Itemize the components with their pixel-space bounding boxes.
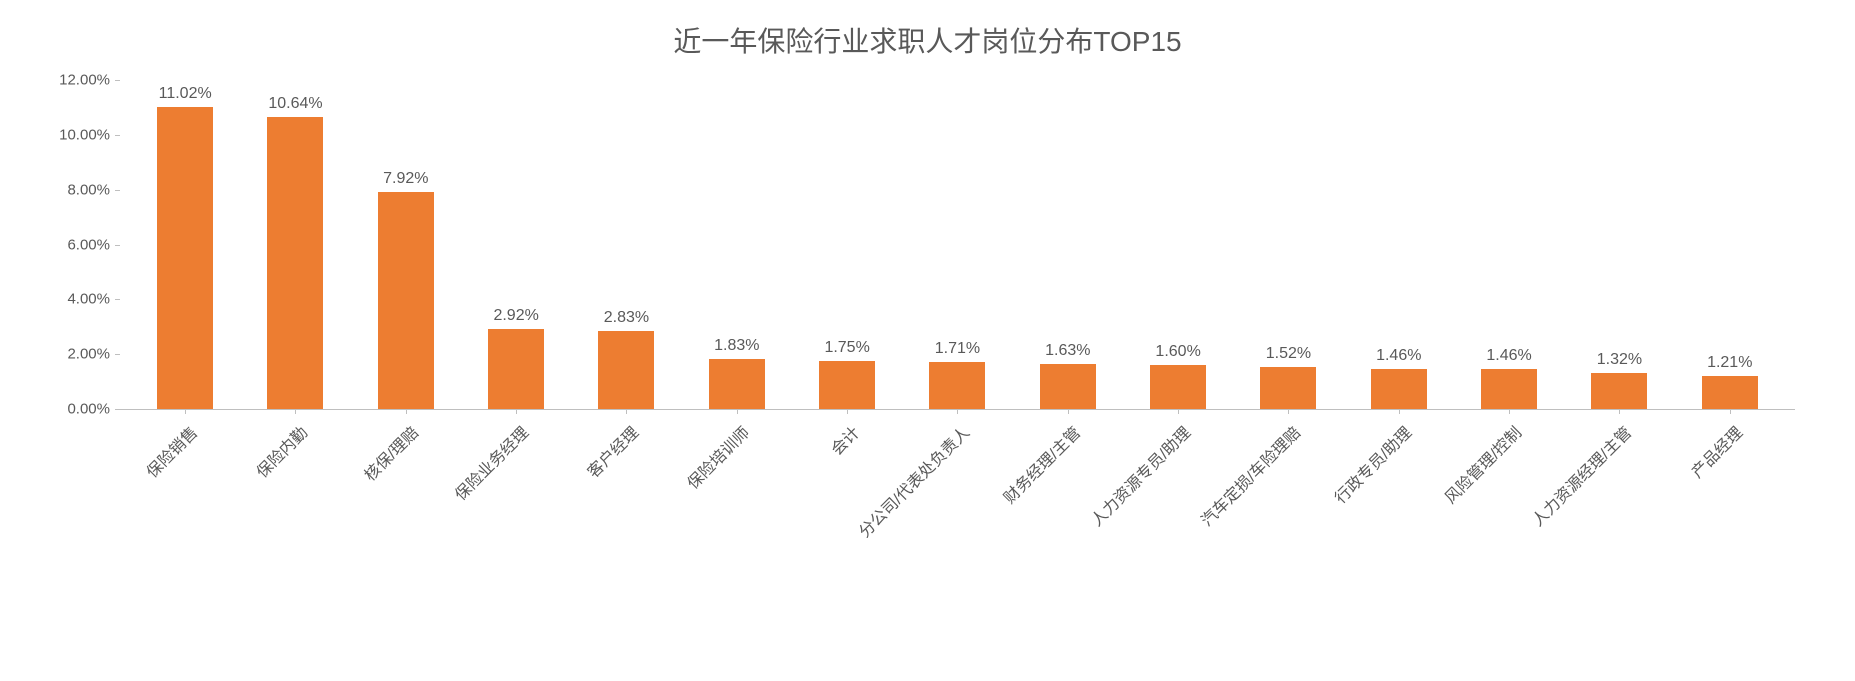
chart-container: 近一年保险行业求职人才岗位分布TOP15 0.00%2.00%4.00%6.00…	[0, 0, 1855, 681]
bar-value-label: 1.21%	[1707, 354, 1752, 372]
bar	[1040, 364, 1096, 409]
y-tick-label: 12.00%	[59, 72, 110, 89]
x-tick-mark	[516, 409, 517, 414]
bar-value-label: 11.02%	[159, 85, 212, 103]
bar	[1591, 373, 1647, 409]
bar-value-label: 7.92%	[383, 170, 428, 188]
bars: 11.02% 10.64% 7.92% 2.92% 2.83% 1.83% 1.75% 1.7…	[120, 80, 1795, 409]
x-label-slot: 保险销售	[130, 410, 240, 610]
x-label-slot: 分公司/代表处负责人	[902, 410, 1012, 610]
bar-group: 1.46%	[1344, 80, 1454, 409]
x-tick-mark	[1619, 409, 1620, 414]
bar-value-label: 1.32%	[1597, 351, 1642, 369]
x-label-slot: 客户经理	[571, 410, 681, 610]
bar-value-label: 10.64%	[268, 95, 322, 113]
x-tick-mark	[1288, 409, 1289, 414]
x-axis-labels: 保险销售保险内勤核保/理赔保险业务经理客户经理保险培训师 会计分公司/代表处负责人…	[120, 410, 1795, 610]
bar-group: 1.60%	[1123, 80, 1233, 409]
x-label-slot: 汽车定损/车险理赔	[1233, 410, 1343, 610]
x-tick-mark	[295, 409, 296, 414]
y-tick-mark	[115, 409, 120, 410]
bar-value-label: 1.52%	[1266, 345, 1311, 363]
x-label-slot: 保险业务经理	[461, 410, 571, 610]
x-axis-label: 产品经理	[1684, 420, 1746, 482]
x-tick-mark	[1730, 409, 1731, 414]
x-label-slot: 行政专员/助理	[1344, 410, 1454, 610]
chart-title: 近一年保险行业求职人才岗位分布TOP15	[40, 20, 1815, 60]
bar-group: 10.64%	[240, 80, 350, 409]
x-tick-mark	[957, 409, 958, 414]
bar-group: 1.71%	[902, 80, 1012, 409]
bar-group: 1.32%	[1564, 80, 1674, 409]
bar	[819, 361, 875, 409]
x-label-slot: 人力资源经理/主管	[1564, 410, 1674, 610]
x-tick-mark	[737, 409, 738, 414]
x-tick-mark	[626, 409, 627, 414]
y-tick-label: 0.00%	[67, 401, 110, 418]
x-axis-label: 核保/理赔	[357, 420, 422, 485]
x-tick-mark	[185, 409, 186, 414]
bar	[1371, 369, 1427, 409]
x-label-slot: 保险培训师	[682, 410, 792, 610]
bar-value-label: 1.83%	[714, 337, 759, 355]
y-tick-label: 6.00%	[67, 236, 110, 253]
bar-group: 1.46%	[1454, 80, 1564, 409]
y-tick-label: 2.00%	[67, 346, 110, 363]
bar-value-label: 2.92%	[493, 307, 538, 325]
bar-value-label: 1.63%	[1045, 342, 1090, 360]
bar-value-label: 1.75%	[824, 339, 869, 357]
bar	[709, 359, 765, 409]
bar-value-label: 1.46%	[1376, 347, 1421, 365]
x-axis-label: 客户经理	[581, 420, 643, 482]
bar	[1260, 367, 1316, 409]
y-axis: 0.00%2.00%4.00%6.00%8.00%10.00%12.00%	[40, 80, 120, 409]
x-tick-mark	[847, 409, 848, 414]
bar-group: 7.92%	[351, 80, 461, 409]
y-tick-label: 10.00%	[59, 126, 110, 143]
x-tick-mark	[406, 409, 407, 414]
bar-group: 1.21%	[1675, 80, 1785, 409]
x-label-slot: 核保/理赔	[351, 410, 461, 610]
bar	[929, 362, 985, 409]
bar-group: 1.52%	[1233, 80, 1343, 409]
x-tick-mark	[1178, 409, 1179, 414]
bar-group: 11.02%	[130, 80, 240, 409]
bar-group: 1.75%	[792, 80, 902, 409]
bar	[378, 192, 434, 409]
bar-value-label: 2.83%	[604, 309, 649, 327]
bar-value-label: 1.60%	[1155, 343, 1200, 361]
plot-area: 0.00%2.00%4.00%6.00%8.00%10.00%12.00% 11…	[120, 80, 1795, 410]
x-axis-label: 保险培训师	[680, 420, 754, 494]
x-label-slot: 保险内勤	[240, 410, 350, 610]
bar-group: 1.63%	[1013, 80, 1123, 409]
bar	[488, 329, 544, 409]
bar-group: 1.83%	[682, 80, 792, 409]
bar-value-label: 1.71%	[935, 340, 980, 358]
bar	[1150, 365, 1206, 409]
x-tick-mark	[1509, 409, 1510, 414]
x-axis-label: 会计	[824, 420, 864, 460]
x-tick-mark	[1068, 409, 1069, 414]
x-axis-label: 保险内勤	[250, 420, 312, 482]
bar-group: 2.92%	[461, 80, 571, 409]
bar	[157, 107, 213, 409]
x-axis-label: 保险销售	[140, 420, 202, 482]
x-axis-label: 保险业务经理	[448, 420, 533, 505]
y-tick-label: 4.00%	[67, 291, 110, 308]
x-tick-mark	[1399, 409, 1400, 414]
bar	[598, 331, 654, 409]
bar	[267, 117, 323, 409]
bar-group: 2.83%	[571, 80, 681, 409]
bar	[1702, 376, 1758, 409]
x-label-slot: 产品经理	[1675, 410, 1785, 610]
y-tick-label: 8.00%	[67, 181, 110, 198]
bar-value-label: 1.46%	[1486, 347, 1531, 365]
bar	[1481, 369, 1537, 409]
